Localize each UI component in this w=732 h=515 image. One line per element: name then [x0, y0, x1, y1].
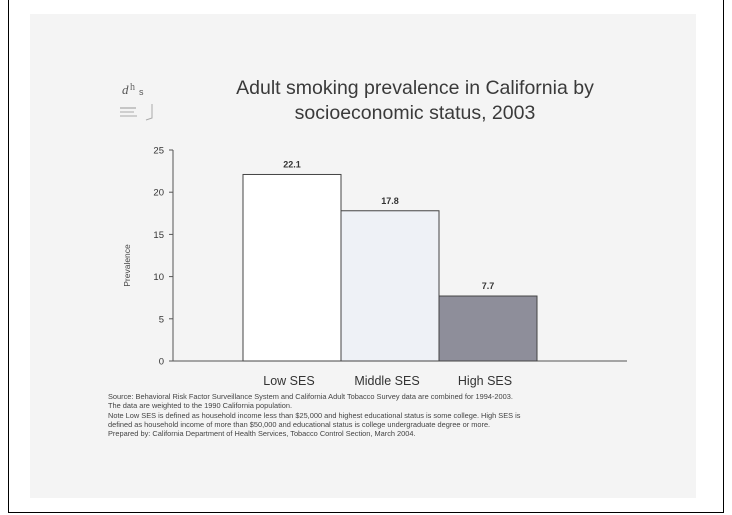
- y-tick-label-0: 0: [159, 357, 164, 368]
- x-tick-label-1: Low SES: [263, 374, 314, 388]
- svg-text:s: s: [139, 87, 144, 97]
- y-tick-label-5: 5: [159, 314, 164, 325]
- source-line-3: Note Low SES is defined as household inc…: [108, 410, 521, 420]
- chart-title: Adult smoking prevalence in California b…: [180, 76, 650, 126]
- svg-text:h: h: [130, 82, 135, 93]
- dhs-logo-icon: d h s: [120, 82, 153, 121]
- data-label-3: 7.7: [482, 281, 495, 291]
- source-line-1: Source: Behavioral Risk Factor Surveilla…: [108, 392, 513, 401]
- data-label-2: 17.8: [381, 196, 399, 206]
- x-tick-label-2: Middle SES: [354, 374, 419, 388]
- y-axis-label: Prevalence: [122, 244, 132, 287]
- bar-1: [242, 173, 342, 362]
- bar-3: [438, 295, 538, 362]
- bar-2: [340, 210, 440, 362]
- source-line-4: defined as household income of more than…: [108, 419, 491, 429]
- y-tick-label-25: 25: [153, 146, 164, 157]
- y-tick-label-20: 20: [153, 188, 164, 199]
- chart-title-line-1: Adult smoking prevalence in California b…: [236, 77, 594, 99]
- chart-title-line-2: socioeconomic status, 2003: [294, 102, 536, 124]
- source-notes: Source: Behavioral Risk Factor Surveilla…: [108, 392, 678, 438]
- y-tick-label-10: 10: [153, 272, 164, 283]
- source-line-2: The data are weighted to the 1990 Califo…: [108, 401, 293, 411]
- data-label-1: 22.1: [283, 159, 301, 169]
- x-tick-label-3: High SES: [458, 374, 512, 388]
- source-line-5: Prepared by: California Department of He…: [108, 429, 416, 439]
- y-tick-label-15: 15: [153, 230, 164, 241]
- svg-text:d: d: [122, 82, 129, 97]
